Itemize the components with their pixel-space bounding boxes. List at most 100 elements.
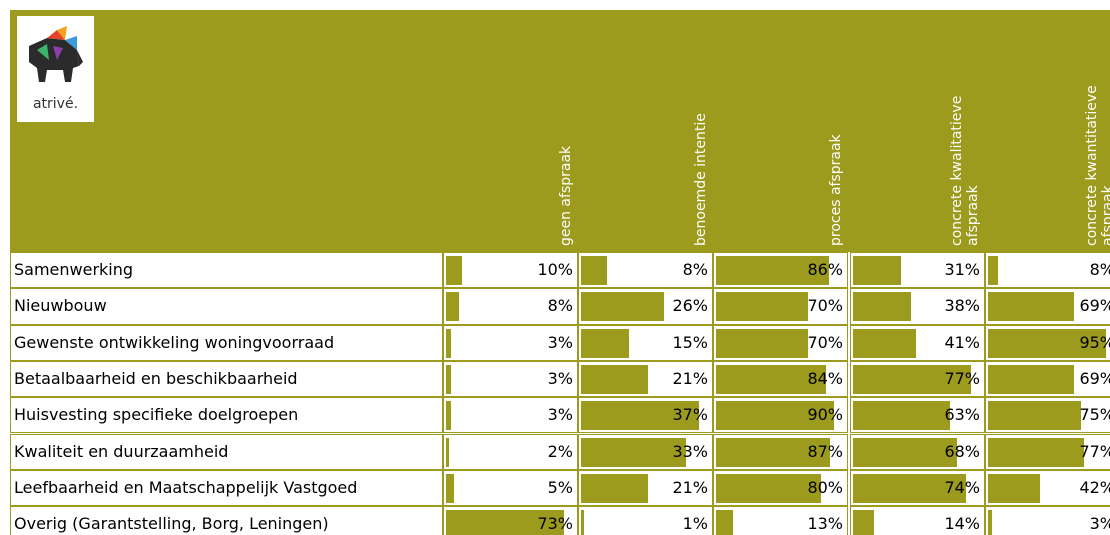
data-bar [853, 292, 912, 322]
row-label: Overig (Garantstelling, Borg, Leningen) [10, 506, 443, 535]
value-label: 87% [807, 441, 843, 461]
data-cell: 2% [443, 433, 578, 470]
data-bar [446, 437, 450, 467]
data-bar [988, 401, 1082, 431]
data-bar [988, 364, 1074, 394]
data-bar [581, 256, 607, 285]
data-cell: 3% [985, 506, 1110, 535]
row-label: Betaalbaarheid en beschikbaarheid [10, 360, 443, 398]
row-label: Kwaliteit en duurzaamheid [10, 433, 443, 470]
data-bar [446, 401, 451, 431]
data-bar [716, 256, 829, 285]
column-header: geen afspraak [558, 145, 574, 246]
data-bar [446, 364, 451, 394]
data-cell: 41% [850, 324, 985, 361]
data-cell: 5% [443, 469, 578, 507]
data-cell: 77% [850, 360, 985, 398]
data-cell: 10% [443, 252, 578, 289]
data-bar [581, 292, 664, 322]
data-bar [581, 437, 687, 467]
value-label: 84% [807, 368, 843, 388]
data-cell: 3% [443, 324, 578, 361]
value-label: 33% [672, 441, 708, 461]
row-label: Gewenste ontwikkeling woningvoorraad [10, 324, 443, 361]
value-label: 77% [1079, 441, 1110, 461]
data-cell: 73% [443, 506, 578, 535]
value-label: 2% [547, 441, 573, 461]
data-bar [853, 256, 901, 285]
data-cell: 69% [985, 360, 1110, 398]
value-label: 1% [682, 514, 708, 534]
value-label: 69% [1079, 296, 1110, 316]
data-bar [988, 328, 1106, 358]
value-label: 10% [537, 260, 573, 279]
value-label: 37% [672, 405, 708, 425]
data-bar [716, 510, 734, 535]
data-cell: 86% [713, 252, 848, 289]
value-label: 75% [1079, 405, 1110, 425]
data-bar [581, 401, 699, 431]
value-label: 63% [944, 405, 980, 425]
value-label: 70% [807, 332, 843, 352]
data-cell: 33% [578, 433, 713, 470]
value-label: 74% [944, 477, 980, 497]
data-cell: 3% [443, 397, 578, 434]
data-bar [853, 401, 950, 431]
value-label: 13% [807, 514, 843, 534]
data-cell: 75% [985, 397, 1110, 434]
data-cell: 69% [985, 288, 1110, 325]
value-label: 21% [672, 368, 708, 388]
data-cell: 95% [985, 324, 1110, 361]
data-cell: 63% [850, 397, 985, 434]
data-cell: 90% [713, 397, 848, 434]
data-cell: 26% [578, 288, 713, 325]
data-bar [988, 473, 1041, 503]
value-label: 21% [672, 477, 708, 497]
value-label: 26% [672, 296, 708, 316]
value-label: 31% [944, 260, 980, 279]
data-bar [853, 437, 958, 467]
data-cell: 3% [443, 360, 578, 398]
value-label: 70% [807, 296, 843, 316]
logo-icon [29, 26, 83, 82]
value-label: 3% [547, 368, 573, 388]
data-bar [716, 328, 808, 358]
value-label: 3% [547, 332, 573, 352]
data-bar [581, 364, 648, 394]
value-label: 8% [1089, 260, 1110, 279]
data-cell: 70% [713, 288, 848, 325]
data-bar [581, 328, 629, 358]
data-bar [988, 437, 1084, 467]
value-label: 3% [1089, 514, 1110, 534]
data-bar [446, 473, 455, 503]
data-cell: 21% [578, 469, 713, 507]
value-label: 86% [807, 260, 843, 279]
data-cell: 15% [578, 324, 713, 361]
logo-text: atrivé. [32, 96, 79, 112]
value-label: 8% [682, 260, 708, 279]
value-label: 95% [1079, 332, 1110, 352]
value-label: 77% [944, 368, 980, 388]
data-cell: 13% [713, 506, 848, 535]
value-label: 5% [547, 477, 573, 497]
value-label: 15% [672, 332, 708, 352]
value-label: 69% [1079, 368, 1110, 388]
data-cell: 68% [850, 433, 985, 470]
row-label: Huisvesting specifieke doelgroepen [10, 397, 443, 434]
data-bar [446, 256, 463, 285]
column-header: concrete kwalitatieve [949, 95, 965, 246]
value-label: 41% [944, 332, 980, 352]
data-cell: 80% [713, 469, 848, 507]
data-cell: 8% [578, 252, 713, 289]
data-bar [446, 292, 459, 322]
value-label: 38% [944, 296, 980, 316]
data-cell: 84% [713, 360, 848, 398]
data-bar [853, 510, 875, 535]
logo: atrivé. [17, 16, 94, 122]
data-bar [853, 364, 971, 394]
data-cell: 8% [443, 288, 578, 325]
data-cell: 14% [850, 506, 985, 535]
data-bar [716, 292, 808, 322]
data-bar [716, 473, 821, 503]
